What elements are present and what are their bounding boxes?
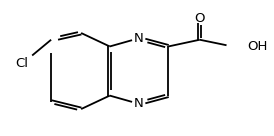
- Text: N: N: [133, 32, 143, 45]
- Text: OH: OH: [247, 40, 267, 53]
- Text: Cl: Cl: [15, 58, 28, 70]
- Text: O: O: [195, 12, 205, 25]
- Text: N: N: [133, 97, 143, 110]
